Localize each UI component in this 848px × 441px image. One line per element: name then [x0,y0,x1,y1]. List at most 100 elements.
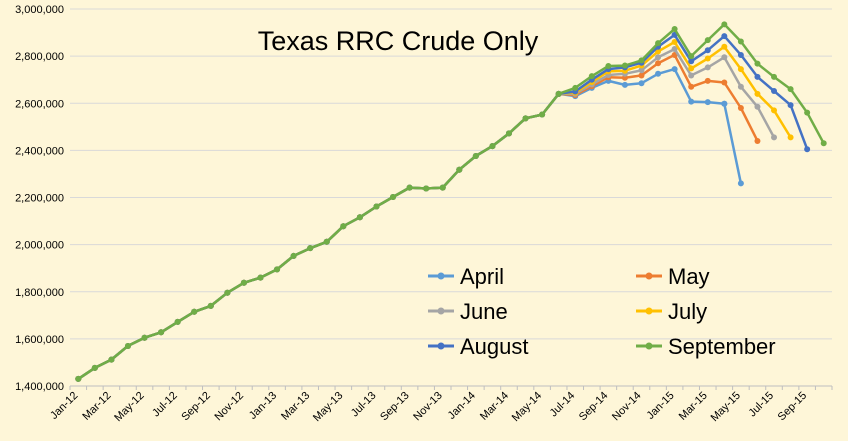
data-point-common-history [174,318,181,325]
data-point-common-history [323,238,330,245]
data-point-common-history [124,342,131,349]
data-point-july [787,134,794,141]
data-point-september [555,90,562,97]
data-point-july [721,43,728,50]
data-point-september [787,86,794,93]
data-point-september [621,62,628,69]
data-point-common-history [307,245,314,252]
data-point-common-history [472,153,479,160]
data-point-common-history [108,356,115,363]
data-point-september [804,109,811,116]
data-point-september [688,53,695,60]
legend-marker-may [645,272,653,280]
data-point-september [737,38,744,45]
data-point-may [754,137,761,144]
data-point-april [721,100,728,107]
y-tick-label: 3,000,000 [15,4,64,16]
data-point-june [671,46,678,53]
legend: April May June July August September [428,264,776,359]
data-point-common-history [75,375,82,382]
y-tick-label: 1,400,000 [15,381,64,393]
data-point-august [688,58,695,65]
legend-label-september: September [668,334,776,359]
data-point-june [721,54,728,61]
series-group [75,21,827,382]
data-point-may [655,60,662,67]
data-point-common-history [240,279,247,286]
data-point-september [820,140,827,147]
data-point-june [771,134,778,141]
legend-marker-april [437,272,445,280]
chart-title: Texas RRC Crude Only [258,26,539,56]
data-point-june [737,83,744,90]
data-point-common-history [406,184,413,191]
data-point-april [638,80,645,87]
data-point-august [787,102,794,109]
data-point-common-history [373,203,380,210]
data-point-common-history [191,308,198,315]
data-point-common-history [456,166,463,173]
data-point-common-history [158,329,165,336]
legend-label-july: July [668,299,707,324]
grid-lines [70,8,832,387]
data-point-september [638,57,645,64]
data-point-common-history [290,252,297,259]
legend-marker-june [437,307,445,315]
data-point-april [655,70,662,77]
data-point-august [737,51,744,58]
data-point-april [704,99,711,106]
data-point-april [688,98,695,105]
legend-label-august: August [460,334,529,359]
data-point-september [771,73,778,80]
data-point-may [721,79,728,86]
data-point-common-history [91,364,98,371]
y-tick-label: 2,600,000 [15,98,64,110]
data-point-august [771,87,778,94]
y-tick-label: 2,800,000 [15,51,64,63]
legend-label-may: May [668,264,710,289]
legend-label-june: June [460,299,508,324]
data-point-august [754,73,761,80]
data-point-common-history [340,223,347,230]
data-point-common-history [390,194,397,201]
data-point-july [771,107,778,114]
y-tick-label: 1,600,000 [15,334,64,346]
data-point-august [804,146,811,153]
data-point-common-history [489,143,496,150]
data-point-july [671,38,678,45]
y-tick-label: 1,800,000 [15,287,64,299]
data-point-may [737,104,744,111]
data-point-september [605,63,612,70]
data-point-june [638,67,645,74]
data-point-june [688,72,695,79]
y-tick-label: 2,400,000 [15,145,64,157]
data-point-april [737,180,744,187]
data-point-july [754,90,761,97]
data-point-common-history [141,334,148,341]
data-point-june [655,54,662,61]
legend-label-april: April [460,264,504,289]
data-point-september [655,40,662,47]
y-axis: 1,400,000 1,600,000 1,800,000 2,000,000 2,20… [15,4,64,393]
data-point-may [704,77,711,84]
data-point-may [638,72,645,79]
data-point-common-history [274,266,281,273]
y-tick-label: 2,000,000 [15,240,64,252]
data-point-common-history [423,185,430,192]
data-point-may [688,83,695,90]
data-point-common-history [224,289,231,296]
data-point-common-history [207,302,214,309]
data-point-september [754,60,761,67]
data-point-september [721,21,728,28]
data-point-september [588,73,595,80]
data-point-june [754,103,761,110]
legend-marker-august [437,342,445,350]
series-line-august [558,33,809,150]
data-point-common-history [505,130,512,137]
data-point-common-history [439,184,446,191]
data-point-august [721,33,728,40]
data-point-april [621,81,628,88]
legend-marker-september [645,342,653,350]
